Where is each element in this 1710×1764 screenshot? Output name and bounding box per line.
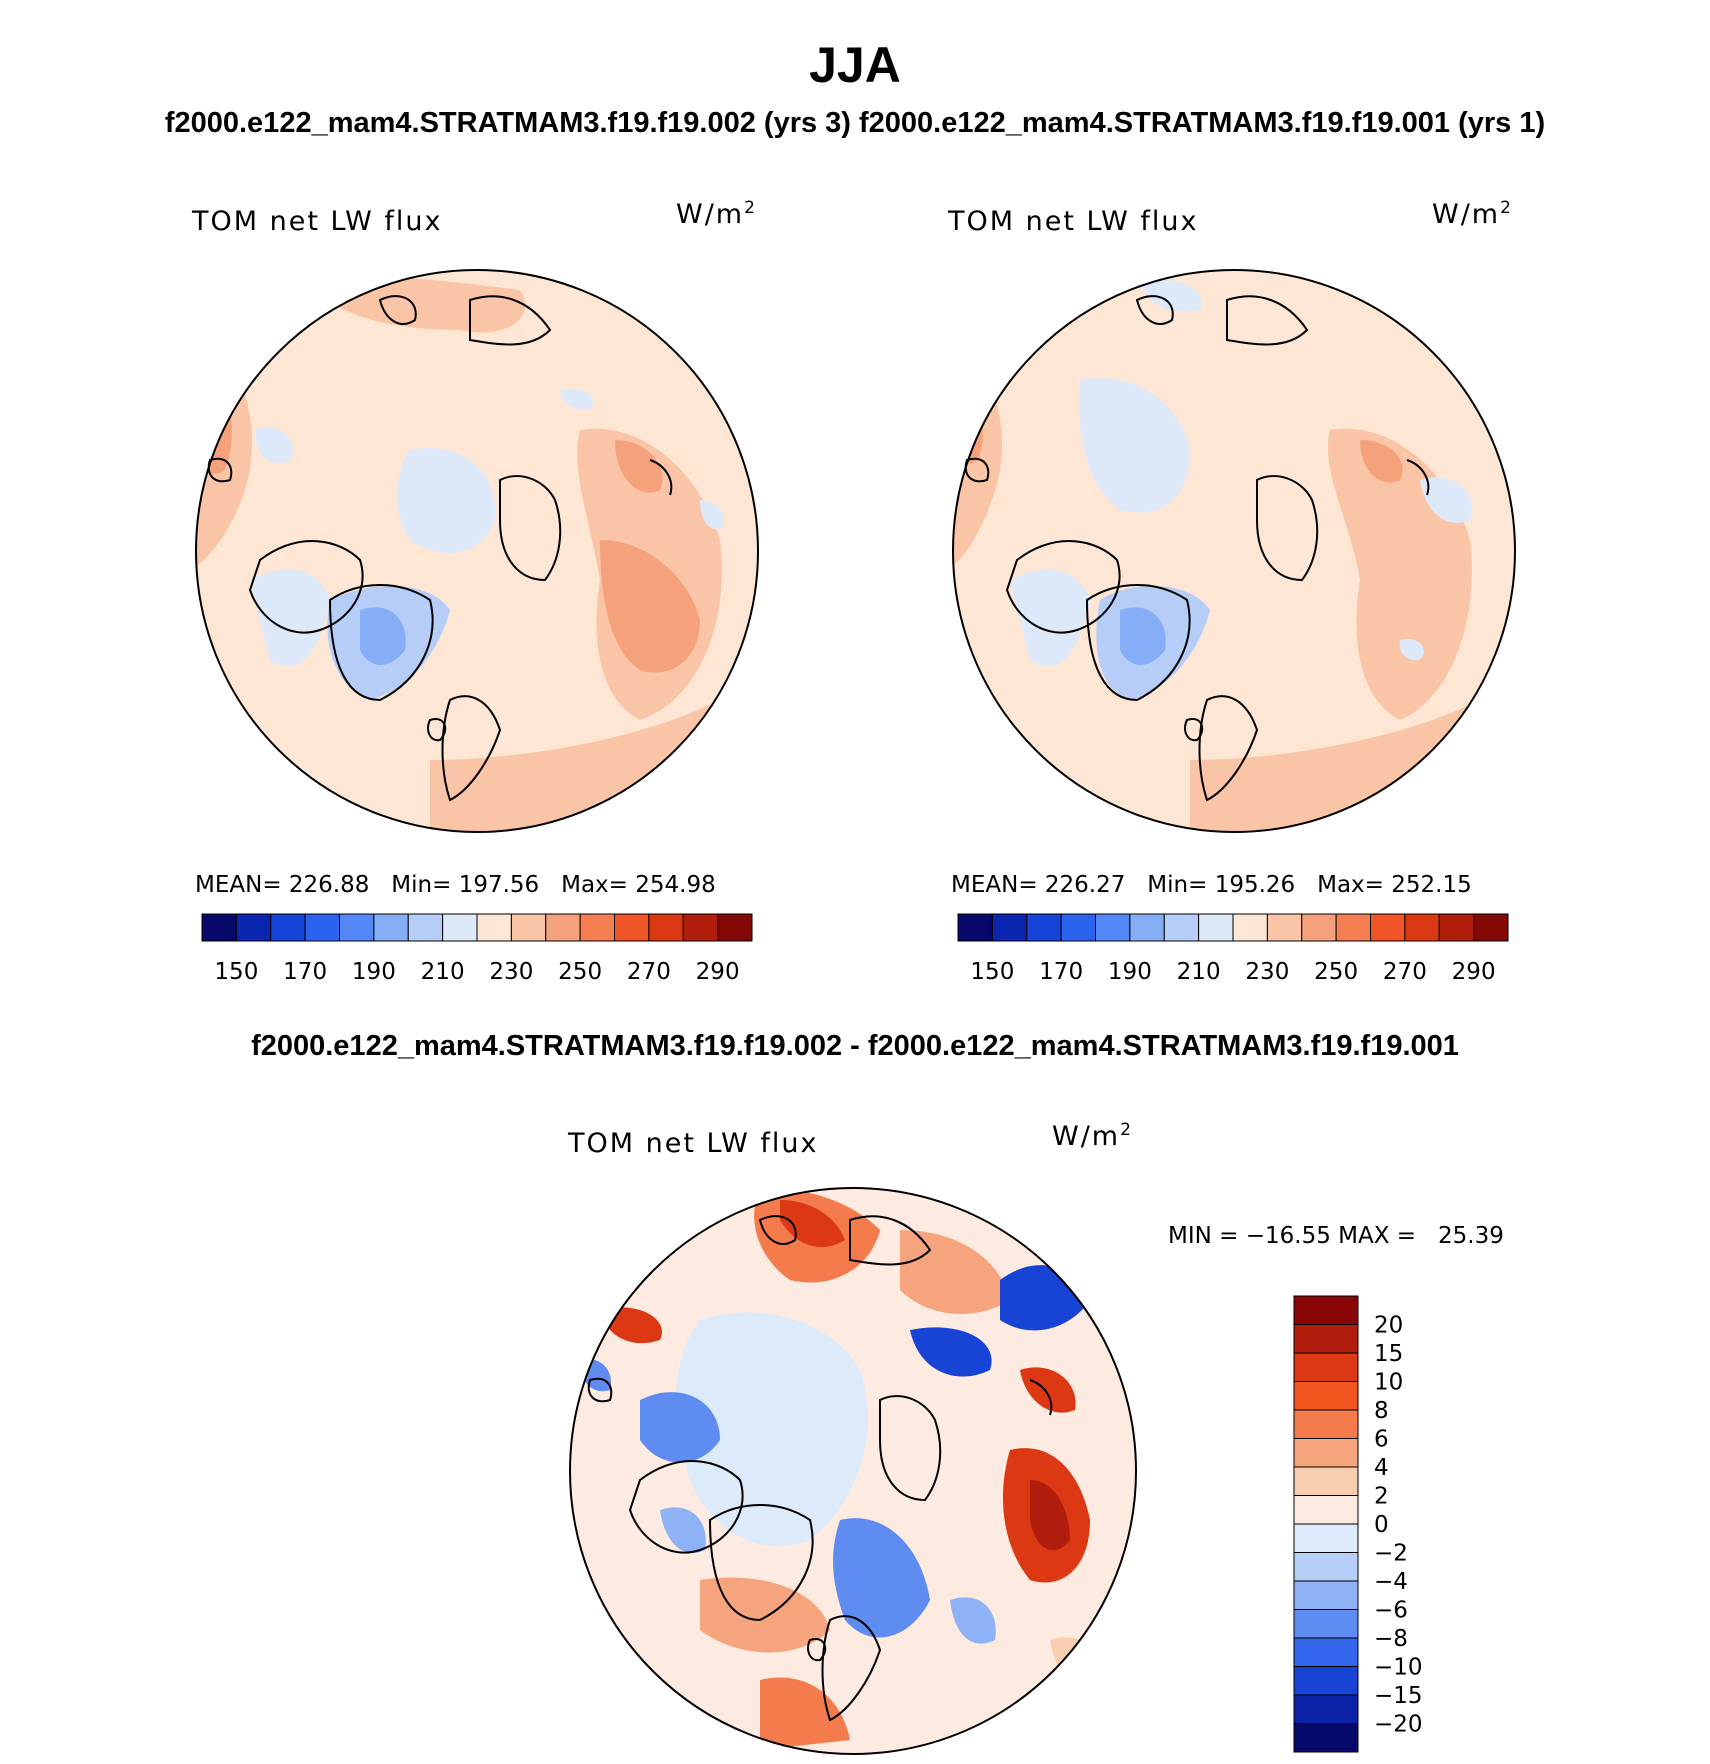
colorbar-swatch (957, 913, 993, 942)
colorbar-swatch (1293, 1324, 1359, 1354)
colorbar-tick-label: 20 (1374, 1313, 1403, 1339)
left-panel-unit: W/m2 (676, 198, 757, 230)
colorbar-swatch (1335, 913, 1371, 942)
colorbar-swatch (1293, 1409, 1359, 1439)
diff-panel-stats: MIN = −16.55 MAX = 25.39 (1168, 1223, 1504, 1249)
colorbar-tick-label: 4 (1374, 1455, 1389, 1481)
colorbar-tick-label: 190 (352, 959, 396, 985)
colorbar-tick-label: 210 (421, 959, 465, 985)
colorbar-swatch (717, 913, 753, 942)
colorbar-tick-label: −15 (1374, 1683, 1423, 1709)
colorbar-swatch (1129, 913, 1165, 942)
right-panel-stats: MEAN= 226.27 Min= 195.26 Max= 252.15 (951, 872, 1472, 898)
colorbar-swatch (1293, 1438, 1359, 1468)
colorbar-swatch (1026, 913, 1062, 942)
colorbar-swatch (1198, 913, 1234, 942)
difference-subtitle: f2000.e122_mam4.STRATMAM3.f19.f19.002 - … (251, 1030, 1459, 1062)
colorbar-swatch (304, 913, 340, 942)
colorbar-swatch (407, 913, 444, 942)
difference-polar-map (569, 1187, 1137, 1755)
diff-panel-unit: W/m2 (1052, 1120, 1133, 1152)
colorbar-swatch (1301, 913, 1337, 942)
colorbar-swatch (1293, 1666, 1359, 1696)
colorbar-swatch (339, 913, 375, 942)
colorbar-swatch (1293, 1523, 1359, 1553)
colorbar-swatch (442, 913, 478, 942)
colorbar-tick-label: 170 (1039, 959, 1083, 985)
colorbar-swatch (1404, 913, 1440, 942)
colorbar-tick-label: 8 (1374, 1398, 1389, 1424)
colorbar-tick-label: 210 (1177, 959, 1221, 985)
right-panel-label: TOM net LW flux (948, 206, 1199, 237)
colorbar-swatch (648, 913, 684, 942)
colorbar-tick-label: −20 (1374, 1712, 1423, 1738)
right-panel-unit: W/m2 (1432, 198, 1513, 230)
colorbar-tick-label: 15 (1374, 1341, 1403, 1367)
colorbar-tick-label: 290 (696, 959, 740, 985)
colorbar-swatch (1293, 1295, 1359, 1325)
colorbar-swatch (1293, 1723, 1359, 1753)
colorbar-swatch (1473, 913, 1509, 942)
colorbar-swatch (1293, 1466, 1359, 1496)
right-polar-map (952, 269, 1516, 833)
top-subtitle: f2000.e122_mam4.STRATMAM3.f19.f19.002 (y… (164, 107, 1546, 139)
colorbar-tick-label: −2 (1374, 1541, 1408, 1567)
colorbar-swatch (1293, 1637, 1359, 1667)
colorbar-swatch (1163, 913, 1200, 942)
colorbar-tick-label: 230 (489, 959, 533, 985)
colorbar-tick-label: 2 (1374, 1484, 1389, 1510)
colorbar-tick-label: 0 (1374, 1512, 1389, 1538)
colorbar-tick-label: 250 (1314, 959, 1358, 985)
colorbar-swatch (682, 913, 719, 942)
colorbar-swatch (476, 913, 512, 942)
colorbar-tick-label: 150 (214, 959, 258, 985)
colorbar-swatch (614, 913, 650, 942)
left-polar-map (195, 269, 759, 833)
colorbar-tick-label: −6 (1374, 1598, 1408, 1624)
colorbar-tick-label: 190 (1108, 959, 1152, 985)
colorbar-swatch (1370, 913, 1406, 942)
left-colorbar: 150 170 190 210 230 250 270 290 (201, 913, 753, 985)
colorbar-tick-label: 230 (1245, 959, 1289, 985)
colorbar-swatch (510, 913, 547, 942)
colorbar-swatch (991, 913, 1028, 942)
colorbar-swatch (1293, 1352, 1359, 1382)
colorbar-swatch (1266, 913, 1303, 942)
colorbar-swatch (1293, 1552, 1359, 1582)
colorbar-swatch (1293, 1580, 1359, 1610)
colorbar-tick-label: −8 (1374, 1626, 1408, 1652)
colorbar-tick-label: 250 (558, 959, 602, 985)
colorbar-tick-label: 170 (283, 959, 327, 985)
colorbar-swatch (1438, 913, 1475, 942)
colorbar-swatch (579, 913, 615, 942)
colorbar-tick-label: 150 (970, 959, 1014, 985)
colorbar-tick-label: −4 (1374, 1569, 1408, 1595)
colorbar-swatch (201, 913, 237, 942)
colorbar-swatch (1293, 1381, 1359, 1411)
diff-panel-label: TOM net LW flux (568, 1128, 819, 1159)
colorbar-swatch (373, 913, 409, 942)
right-colorbar: 150 170 190 210 230 250 270 290 (957, 913, 1509, 985)
colorbar-tick-label: −10 (1374, 1655, 1423, 1681)
colorbar-tick-label: 10 (1374, 1370, 1403, 1396)
left-panel-label: TOM net LW flux (192, 206, 443, 237)
colorbar-swatch (1293, 1694, 1359, 1724)
colorbar-swatch (1095, 913, 1131, 942)
colorbar-swatch (545, 913, 581, 942)
colorbar-tick-label: 6 (1374, 1427, 1389, 1453)
colorbar-tick-label: 270 (1383, 959, 1427, 985)
left-panel-stats: MEAN= 226.88 Min= 197.56 Max= 254.98 (195, 872, 716, 898)
figure-title: JJA (809, 37, 901, 93)
colorbar-swatch (1232, 913, 1268, 942)
colorbar-swatch (1293, 1495, 1359, 1525)
colorbar-tick-label: 270 (627, 959, 671, 985)
colorbar-swatch (235, 913, 272, 942)
colorbar-swatch (1060, 913, 1096, 942)
colorbar-swatch (270, 913, 306, 942)
colorbar-swatch (1293, 1609, 1359, 1639)
colorbar-tick-label: 290 (1452, 959, 1496, 985)
